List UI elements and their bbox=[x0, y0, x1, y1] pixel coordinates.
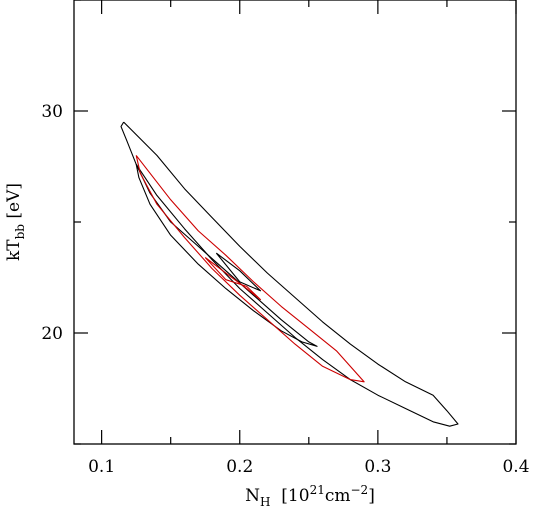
x-tick-label: 0.2 bbox=[226, 457, 253, 477]
x-tick-label: 0.1 bbox=[88, 457, 115, 477]
y-axis-label-text: [eV] bbox=[4, 183, 24, 224]
y-axis-label-sub: bb bbox=[13, 224, 27, 240]
x-axis-label-close: ] bbox=[368, 486, 375, 506]
contour-lines bbox=[120, 121, 459, 427]
tick-labels: 0.1 0.2 0.3 0.4 20 30 bbox=[41, 102, 529, 477]
contour-line-4 bbox=[135, 155, 365, 383]
x-axis-label-sup: 21 bbox=[310, 483, 325, 497]
y-axis-label-base: kT bbox=[4, 239, 24, 261]
x-tick-label: 0.4 bbox=[502, 457, 529, 477]
x-axis-label-text: [10 bbox=[270, 486, 309, 506]
axis-ticks bbox=[74, 0, 517, 445]
contour-line-2 bbox=[135, 164, 318, 347]
x-axis-label-sup2: −2 bbox=[351, 483, 369, 497]
y-axis-label: kTbb [eV] bbox=[4, 183, 27, 261]
x-axis-label-sub: H bbox=[260, 495, 270, 509]
x-axis-label-base: N bbox=[245, 486, 260, 506]
y-tick-label: 30 bbox=[41, 102, 63, 122]
x-axis-label-after: cm bbox=[325, 486, 351, 506]
contour-line-5 bbox=[204, 257, 262, 301]
x-axis-label: NH [1021cm−2] bbox=[245, 483, 375, 509]
contour-line-3 bbox=[215, 252, 262, 292]
plot-frame bbox=[73, 0, 517, 445]
x-tick-label: 0.3 bbox=[364, 457, 391, 477]
contour-line-1 bbox=[120, 121, 459, 427]
y-tick-label: 20 bbox=[41, 324, 63, 344]
